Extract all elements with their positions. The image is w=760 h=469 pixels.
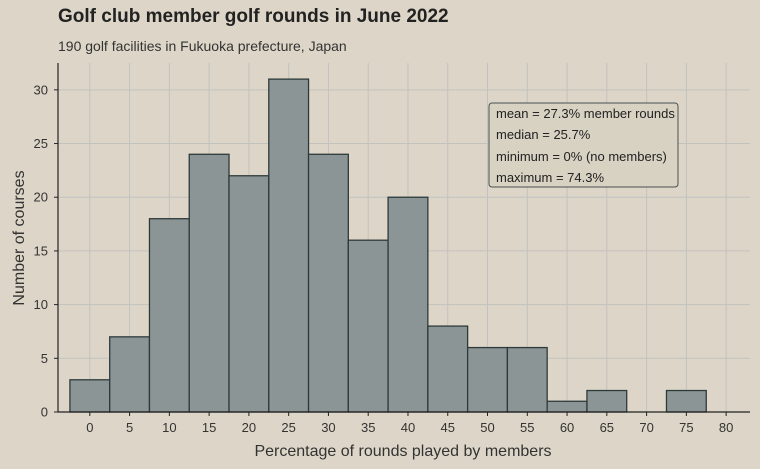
y-tick-label: 30 (34, 82, 48, 97)
histogram-bar (109, 336, 151, 413)
histogram-bar (228, 175, 270, 413)
stats-median: median = 25.7% (496, 127, 591, 142)
stats-maximum: maximum = 74.3% (496, 170, 604, 185)
histogram-bar (347, 239, 389, 413)
tick-labels: 0 5 10 15 20 25 30 35 40 45 50 55 60 65 70 75 80 0 5 10 15 20… (34, 82, 734, 435)
x-tick-label: 25 (281, 420, 295, 435)
x-tick-label: 55 (520, 420, 534, 435)
histogram-bar (586, 389, 628, 413)
axes (54, 63, 750, 416)
y-tick-label: 10 (34, 297, 48, 312)
stats-mean: mean = 27.3% member rounds (496, 106, 675, 121)
y-axis-label: Number of courses (11, 170, 28, 305)
x-tick-label: 65 (600, 420, 614, 435)
histogram-bar (546, 400, 588, 413)
x-tick-label: 0 (86, 420, 93, 435)
histogram-bar (506, 346, 548, 413)
stats-minimum: minimum = 0% (no members) (496, 149, 667, 164)
x-tick-label: 45 (441, 420, 455, 435)
x-axis-label: Percentage of rounds played by members (254, 443, 551, 460)
x-tick-label: 30 (321, 420, 335, 435)
x-tick-label: 5 (126, 420, 133, 435)
stats-box: mean = 27.3% member rounds median = 25.7… (488, 102, 679, 188)
y-tick-label: 5 (41, 351, 48, 366)
histogram-bar (466, 346, 509, 413)
x-tick-label: 50 (480, 420, 494, 435)
x-tick-label: 35 (361, 420, 375, 435)
x-tick-label: 20 (242, 420, 256, 435)
x-tick-label: 80 (719, 420, 733, 435)
chart-title: Golf club member golf rounds in June 202… (58, 6, 449, 27)
histogram-bar (148, 218, 190, 413)
histogram-bars (69, 78, 707, 413)
x-tick-label: 40 (401, 420, 415, 435)
chart-subtitle: 190 golf facilities in Fukuoka prefectur… (58, 38, 347, 54)
x-tick-label: 15 (202, 420, 216, 435)
x-tick-label: 60 (560, 420, 574, 435)
y-tick-label: 15 (34, 243, 48, 258)
y-tick-label: 25 (34, 136, 48, 151)
x-tick-label: 70 (639, 420, 653, 435)
histogram-bar (268, 78, 310, 413)
histogram-bar (307, 153, 349, 413)
histogram-bar (387, 196, 429, 413)
histogram-bar (69, 379, 111, 413)
y-tick-label: 20 (34, 190, 48, 205)
histogram-bar (188, 153, 230, 413)
histogram-bar (665, 389, 707, 413)
x-tick-label: 10 (162, 420, 176, 435)
stats-box-background (488, 102, 679, 188)
x-tick-label: 75 (679, 420, 693, 435)
y-tick-label: 0 (41, 405, 48, 420)
histogram-bar (427, 325, 469, 413)
